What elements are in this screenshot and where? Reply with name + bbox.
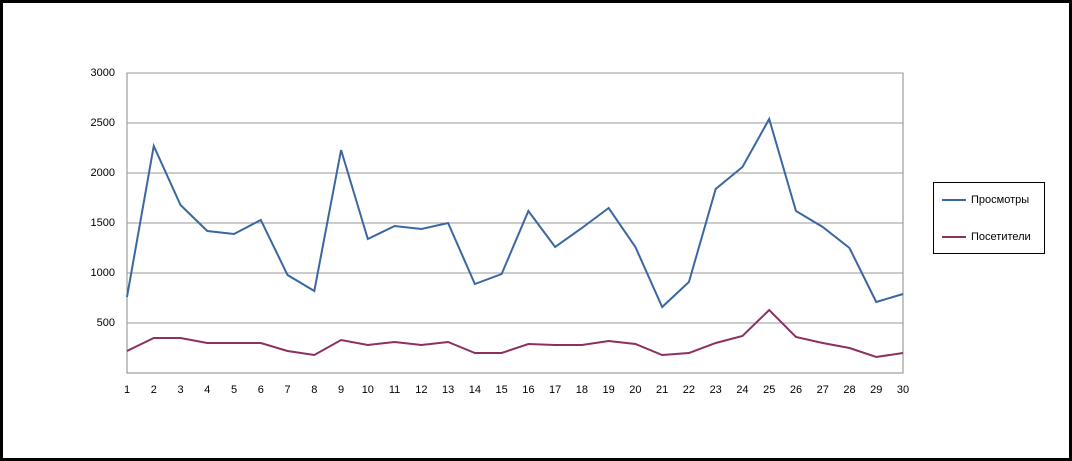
x-tick-label: 2 bbox=[151, 384, 157, 396]
x-tick-label: 13 bbox=[442, 384, 454, 396]
x-tick-label: 10 bbox=[362, 384, 374, 396]
x-tick-label: 16 bbox=[522, 384, 534, 396]
y-tick-label: 500 bbox=[97, 317, 115, 329]
x-tick-label: 15 bbox=[495, 384, 507, 396]
legend-label: Посетители bbox=[971, 231, 1031, 243]
x-tick-label: 6 bbox=[258, 384, 264, 396]
x-tick-label: 30 bbox=[897, 384, 909, 396]
series-line bbox=[126, 116, 904, 309]
x-tick-label: 3 bbox=[177, 384, 183, 396]
x-tick-label: 21 bbox=[656, 384, 668, 396]
x-tick-label: 25 bbox=[763, 384, 775, 396]
series-line bbox=[126, 308, 904, 359]
x-tick-label: 14 bbox=[469, 384, 481, 396]
y-tick-label: 1500 bbox=[91, 217, 115, 229]
x-tick-label: 12 bbox=[415, 384, 427, 396]
y-tick-label: 1000 bbox=[91, 267, 115, 279]
x-tick-label: 11 bbox=[389, 384, 400, 396]
y-tick-label: 3000 bbox=[91, 67, 115, 79]
legend-label: Просмотры bbox=[971, 194, 1029, 206]
x-tick-label: 26 bbox=[790, 384, 802, 396]
x-tick-label: 4 bbox=[204, 384, 210, 396]
x-tick-label: 9 bbox=[338, 384, 344, 396]
x-tick-label: 22 bbox=[683, 384, 695, 396]
x-tick-label: 8 bbox=[311, 384, 317, 396]
x-tick-label: 29 bbox=[870, 384, 882, 396]
legend bbox=[933, 182, 1045, 254]
x-tick-label: 19 bbox=[603, 384, 615, 396]
x-tick-label: 18 bbox=[576, 384, 588, 396]
x-tick-label: 24 bbox=[736, 384, 748, 396]
x-tick-label: 5 bbox=[231, 384, 237, 396]
x-tick-label: 23 bbox=[710, 384, 722, 396]
x-tick-label: 27 bbox=[817, 384, 829, 396]
x-tick-label: 1 bbox=[124, 384, 130, 396]
y-tick-label: 2000 bbox=[91, 167, 115, 179]
x-tick-label: 20 bbox=[629, 384, 641, 396]
x-tick-label: 7 bbox=[284, 384, 290, 396]
y-tick-label: 2500 bbox=[91, 117, 115, 129]
x-tick-label: 28 bbox=[843, 384, 855, 396]
x-tick-label: 17 bbox=[549, 384, 561, 396]
